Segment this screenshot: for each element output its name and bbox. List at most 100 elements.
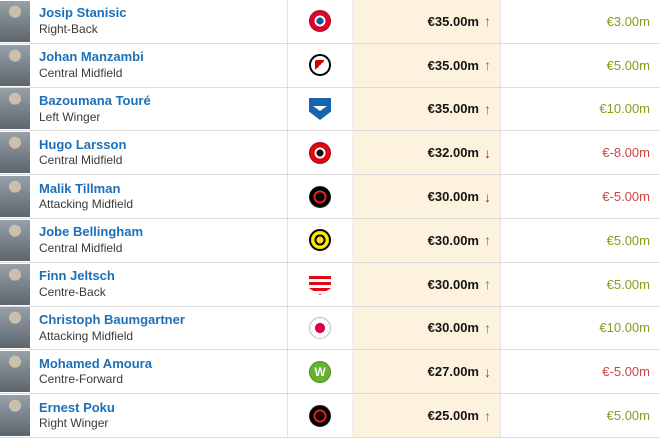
borussia-dortmund-badge-icon[interactable] [309, 229, 331, 252]
club-cell: W [287, 350, 352, 394]
market-value: €30.00m [427, 320, 479, 336]
wolfsburg-badge-letter: W [314, 364, 326, 379]
change-cell: €3.00m [500, 0, 660, 43]
club-cell [287, 0, 352, 43]
club-cell [287, 262, 352, 306]
value-change: €5.00m [606, 408, 650, 424]
value-change: €10.00m [599, 101, 650, 117]
market-value-cell: €25.00m ↑ [352, 394, 500, 437]
player-name-link[interactable]: Christoph Baumgartner [39, 311, 185, 327]
market-value-cell: €35.00m ↑ [352, 87, 500, 131]
change-cell: €10.00m [500, 87, 660, 131]
player-position: Attacking Midfield [39, 328, 134, 343]
market-value-cell: €35.00m ↑ [352, 0, 500, 43]
rb-leipzig-badge-icon[interactable] [309, 316, 331, 339]
player-name-link[interactable]: Josip Stanisic [39, 5, 127, 21]
change-cell: €-5.00m [500, 350, 660, 394]
tsg-hoffenheim-badge-icon[interactable] [309, 97, 331, 120]
trend-down-icon: ↓ [484, 363, 491, 380]
market-value: €30.00m [427, 276, 479, 292]
value-change: €-8.00m [602, 145, 650, 161]
market-value: €35.00m [427, 13, 479, 29]
table-row: Ernest Poku Right Winger €25.00m ↑ €5.00… [0, 394, 660, 438]
change-cell: €5.00m [500, 262, 660, 306]
club-cell [287, 175, 352, 218]
table-row: Christoph Baumgartner Attacking Midfield… [0, 306, 660, 351]
player-cell: Christoph Baumgartner Attacking Midfield [0, 307, 287, 350]
player-photo[interactable] [0, 395, 30, 437]
player-cell: Jobe Bellingham Central Midfield [0, 219, 287, 262]
market-value: €30.00m [427, 232, 479, 248]
player-photo[interactable] [0, 307, 30, 349]
player-cell: Josip Stanisic Right-Back [0, 0, 287, 43]
table-row: Jobe Bellingham Central Midfield €30.00m… [0, 218, 660, 263]
player-photo[interactable] [0, 263, 30, 305]
market-value: €25.00m [427, 408, 479, 424]
value-change: €10.00m [599, 320, 650, 336]
table-row: Johan Manzambi Central Midfield €35.00m … [0, 43, 660, 88]
value-change: €-5.00m [602, 364, 650, 380]
player-name-link[interactable]: Finn Jeltsch [39, 268, 115, 284]
market-value-cell: €30.00m ↑ [352, 218, 500, 262]
bayern-munich-badge-icon[interactable] [309, 10, 331, 33]
value-change: €3.00m [606, 13, 650, 29]
club-cell [287, 87, 352, 131]
player-name-link[interactable]: Bazoumana Touré [39, 93, 151, 108]
change-cell: €-8.00m [500, 131, 660, 175]
club-cell [287, 131, 352, 175]
player-name-link[interactable]: Malik Tillman [39, 180, 121, 196]
trend-up-icon: ↑ [484, 319, 491, 336]
change-cell: €10.00m [500, 306, 660, 350]
player-photo[interactable] [0, 176, 30, 218]
player-cell: Finn Jeltsch Centre-Back [0, 263, 287, 306]
club-cell [287, 43, 352, 87]
player-position: Centre-Forward [39, 372, 124, 387]
market-value: €35.00m [427, 57, 479, 73]
player-position: Centre-Back [39, 284, 106, 299]
value-change: €5.00m [606, 57, 650, 73]
player-cell: Johan Manzambi Central Midfield [0, 44, 287, 87]
change-cell: €5.00m [500, 218, 660, 262]
player-name-link[interactable]: Johan Manzambi [39, 49, 144, 65]
player-photo[interactable] [0, 351, 30, 393]
table-row: Hugo Larsson Central Midfield €32.00m ↓ … [0, 131, 660, 176]
table-row: Malik Tillman Attacking Midfield €30.00m… [0, 175, 660, 219]
value-change: €-5.00m [602, 189, 650, 205]
vfl-wolfsburg-badge-icon[interactable]: W [309, 360, 331, 383]
player-photo[interactable] [0, 219, 30, 261]
trend-up-icon: ↑ [484, 407, 491, 424]
club-cell [287, 394, 352, 437]
bayer-leverkusen-badge-icon[interactable] [309, 404, 331, 427]
trend-up-icon: ↑ [484, 100, 491, 117]
market-value-cell: €30.00m ↑ [352, 262, 500, 306]
market-value: €27.00m [427, 364, 479, 380]
player-position: Central Midfield [39, 65, 123, 80]
player-name-link[interactable]: Ernest Poku [39, 399, 115, 415]
market-value-cell: €32.00m ↓ [352, 131, 500, 175]
player-photo[interactable] [0, 0, 30, 42]
player-photo[interactable] [0, 88, 30, 130]
player-cell: Hugo Larsson Central Midfield [0, 131, 287, 174]
club-cell [287, 306, 352, 350]
player-name-link[interactable]: Mohamed Amoura [39, 355, 152, 371]
sc-freiburg-badge-icon[interactable] [309, 54, 331, 77]
player-position: Right Winger [39, 416, 109, 431]
player-photo[interactable] [0, 132, 30, 174]
change-cell: €5.00m [500, 394, 660, 437]
trend-up-icon: ↑ [484, 13, 491, 30]
eintracht-frankfurt-badge-icon[interactable] [309, 141, 331, 164]
player-cell: Mohamed Amoura Centre-Forward [0, 350, 287, 393]
value-change: €5.00m [606, 232, 650, 248]
player-photo[interactable] [0, 44, 30, 86]
market-value-cell: €35.00m ↑ [352, 43, 500, 87]
table-row: Bazoumana Touré Left Winger €35.00m ↑ €1… [0, 87, 660, 132]
player-name-link[interactable]: Hugo Larsson [39, 136, 127, 152]
trend-down-icon: ↓ [484, 144, 491, 161]
bayer-leverkusen-badge-icon[interactable] [309, 185, 331, 208]
player-name-link[interactable]: Jobe Bellingham [39, 224, 144, 240]
market-value: €35.00m [427, 101, 479, 117]
player-cell: Ernest Poku Right Winger [0, 394, 287, 437]
player-cell: Malik Tillman Attacking Midfield [0, 175, 287, 218]
vfb-stuttgart-badge-icon[interactable] [309, 273, 331, 296]
